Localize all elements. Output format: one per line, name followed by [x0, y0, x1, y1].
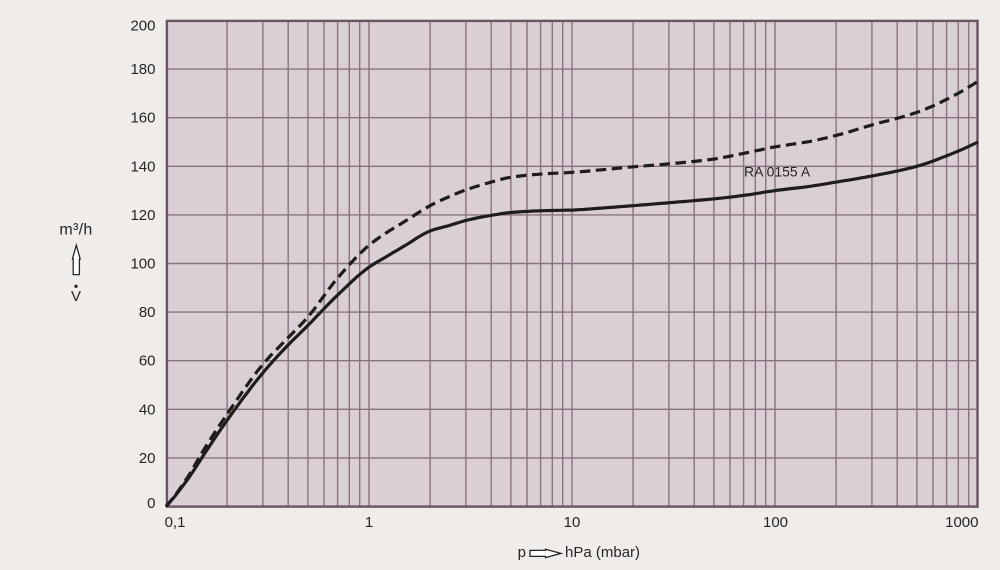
- svg-text:0,1: 0,1: [165, 514, 186, 531]
- svg-text:20: 20: [139, 450, 156, 467]
- svg-text:1000: 1000: [945, 514, 978, 531]
- svg-text:120: 120: [130, 207, 155, 224]
- svg-text:40: 40: [139, 401, 156, 418]
- svg-text:160: 160: [130, 110, 155, 127]
- svg-text:0: 0: [147, 495, 155, 512]
- svg-text:m³/h: m³/h: [59, 222, 92, 239]
- svg-text:RA 0155 A: RA 0155 A: [744, 164, 811, 180]
- svg-text:10: 10: [564, 514, 581, 531]
- svg-text:100: 100: [130, 256, 155, 273]
- svg-text:80: 80: [139, 304, 156, 321]
- svg-text:200: 200: [130, 18, 155, 35]
- svg-text:180: 180: [130, 61, 155, 78]
- svg-text:hPa (mbar): hPa (mbar): [565, 544, 640, 561]
- svg-text:1: 1: [365, 514, 373, 531]
- svg-text:p: p: [518, 544, 526, 561]
- svg-text:V: V: [71, 288, 81, 305]
- svg-text:60: 60: [139, 353, 156, 370]
- svg-text:140: 140: [130, 158, 155, 175]
- svg-text:100: 100: [763, 514, 788, 531]
